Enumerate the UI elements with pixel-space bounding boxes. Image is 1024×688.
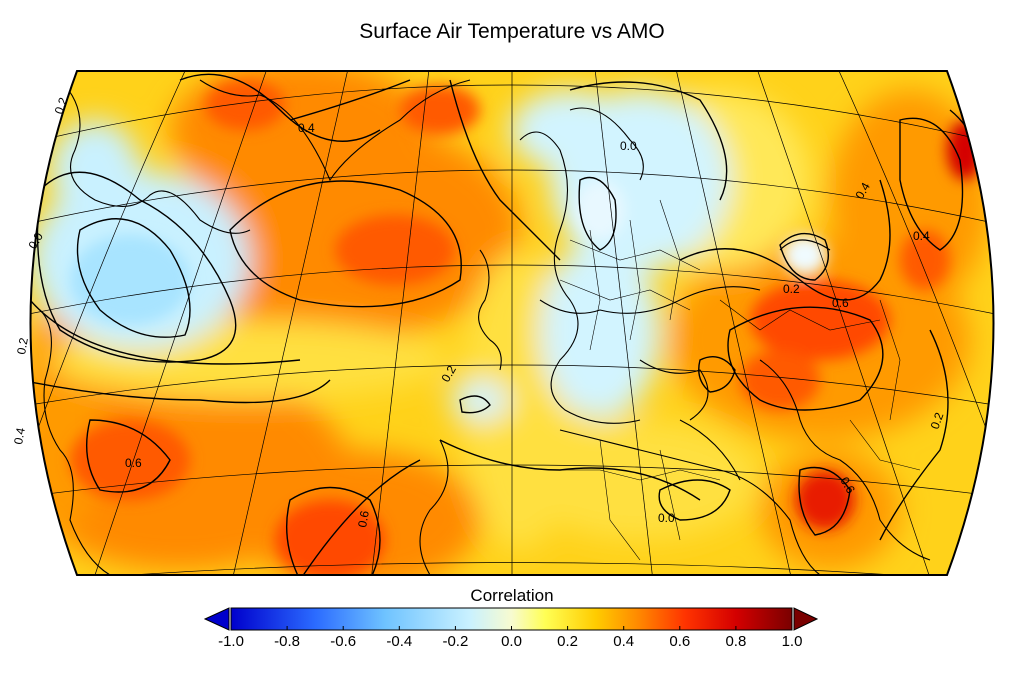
- contour-label: 0.4: [11, 426, 28, 445]
- colorbar-label: Correlation: [470, 586, 554, 605]
- contour-label: 0.6: [125, 456, 142, 470]
- colorbar-tick-label: 0.4: [613, 633, 635, 650]
- colorbar-tick-label: 1.0: [781, 633, 803, 650]
- contour-label: 0.6: [832, 296, 849, 310]
- colorbar-tick-label: -0.8: [274, 633, 301, 650]
- contour-label: 0.4: [298, 121, 315, 135]
- colorbar-tick-label: -0.4: [386, 633, 413, 650]
- colorbar-ticks: [230, 626, 793, 630]
- country-borders: [559, 199, 921, 561]
- colorbar-tick-label: 0.8: [725, 633, 747, 650]
- contour-label: 0.0: [658, 511, 675, 525]
- contour-label: 0.2: [783, 282, 800, 296]
- map-frame: [29, 70, 995, 576]
- colorbar-tick-label: -0.2: [442, 633, 469, 650]
- colorbar-tick-label: 0.6: [669, 633, 691, 650]
- contour-label: 0.2: [52, 95, 71, 116]
- colorbar-over-arrow: [793, 607, 819, 631]
- map-title: Surface Air Temperature vs AMO: [359, 20, 665, 43]
- contour-label: 0.2: [14, 336, 31, 355]
- contour-label: 0.4: [913, 229, 930, 243]
- contour-label: 0.6: [355, 509, 372, 528]
- contour-label: 0.2: [928, 410, 947, 431]
- coastlines: [39, 79, 931, 575]
- colorbar-tick-label: -0.6: [330, 633, 357, 650]
- map-field: [30, 71, 994, 575]
- colorbar-tick-label: 0.0: [501, 633, 522, 650]
- contour-label: 0.0: [620, 139, 637, 153]
- colorbar: [203, 607, 819, 631]
- colorbar-tick-label: -1.0: [218, 633, 244, 650]
- colorbar-tick-label: 0.2: [557, 633, 579, 650]
- colorbar-under-arrow: [203, 607, 230, 631]
